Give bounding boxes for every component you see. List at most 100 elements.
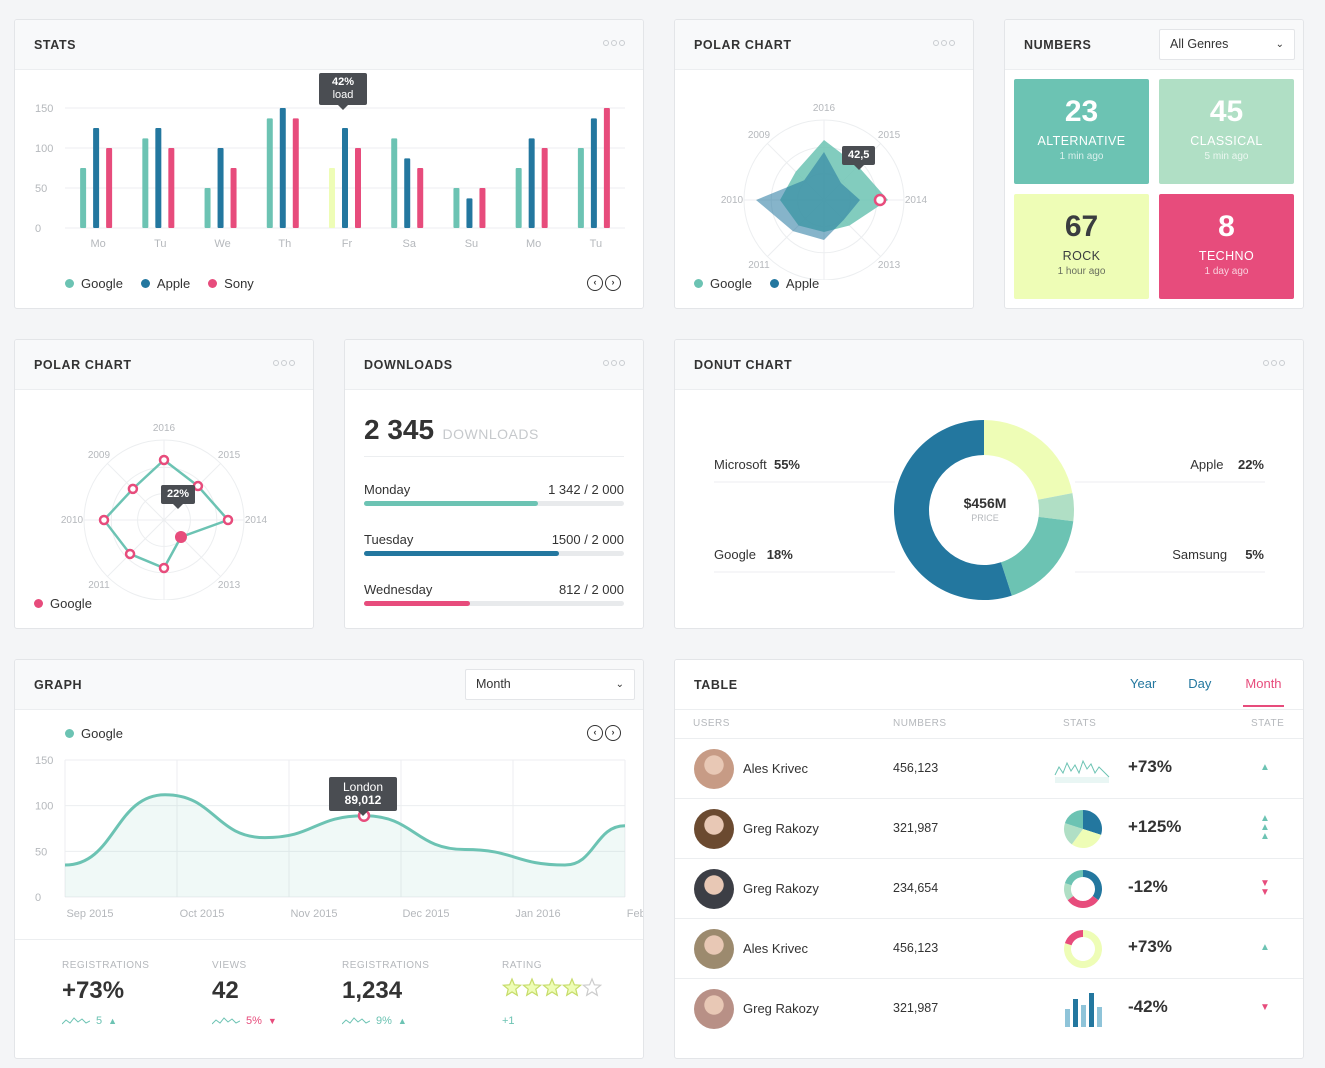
downloads-unit: DOWNLOADS [442, 426, 539, 442]
mini-bar [1097, 1007, 1102, 1027]
y-tick-label: 100 [35, 143, 53, 155]
downloads-total-row: 2 345 DOWNLOADS [364, 414, 624, 457]
graph-nav: ‹ › [587, 725, 621, 741]
radar-marker [873, 193, 887, 207]
y-tick-label: 0 [35, 892, 41, 904]
donut-chart [714, 420, 1265, 600]
next-icon[interactable]: › [605, 275, 621, 291]
user-number: 234,654 [893, 881, 939, 895]
donut-header: DONUT CHART [675, 340, 1303, 390]
stats-tooltip-label: load [332, 89, 354, 101]
user-percent: +73% [1128, 937, 1172, 956]
x-tick-label: Mo [526, 238, 541, 250]
sparkline-icon [62, 1017, 90, 1025]
user-name: Ales Krivec [743, 941, 809, 956]
radar-axis-label: 2014 [905, 195, 928, 206]
legend-google[interactable]: Google [65, 726, 123, 741]
more-icon[interactable] [603, 360, 625, 366]
more-icon[interactable] [1263, 360, 1285, 366]
radar-axis-label: 2013 [218, 580, 241, 591]
more-icon[interactable] [603, 40, 625, 46]
downloads-title: DOWNLOADS [364, 358, 453, 372]
donut-center: $456M PRICE [935, 495, 1035, 523]
user-number: 321,987 [893, 821, 939, 835]
mini-bar [1073, 999, 1078, 1027]
bar-apple [155, 128, 162, 228]
avatar [694, 869, 734, 909]
bar-sony [168, 148, 175, 228]
tile-alternative[interactable]: 23 ALTERNATIVE 1 min ago [1014, 79, 1149, 184]
bar-sony [355, 148, 361, 228]
rating-stars[interactable] [501, 977, 606, 1005]
graph-tooltip-city: London [342, 780, 384, 794]
tab-month[interactable]: Month [1243, 676, 1284, 707]
polar-tooltip: 42,5 [842, 146, 876, 170]
table-row[interactable]: Greg Rakozy 321,987 +125% ▲ ▲ ▲ [675, 798, 1303, 858]
donut-slice-google [1000, 516, 1074, 596]
bar-google [453, 188, 460, 228]
legend-sony[interactable]: Sony [208, 276, 254, 291]
download-row-wednesday: Wednesday 812 / 2 000 [364, 582, 624, 606]
user-number: 456,123 [893, 761, 939, 775]
legend-google[interactable]: Google [694, 276, 752, 291]
donut-slice-samsung [1038, 493, 1074, 522]
mini-bar [1065, 1009, 1070, 1027]
radar-point [158, 454, 170, 466]
legend-google[interactable]: Google [65, 276, 123, 291]
bar-google [266, 118, 273, 228]
avatar [694, 749, 734, 789]
donut-slice-microsoft [894, 420, 1012, 600]
user-number: 321,987 [893, 1001, 939, 1015]
bar-apple [342, 128, 348, 228]
x-tick-label: Tu [154, 238, 166, 250]
polar-title: POLAR CHART [694, 38, 792, 52]
table-row[interactable]: Greg Rakozy 321,987 -42% ▼ [675, 978, 1303, 1038]
radar-axis-label: 2015 [878, 130, 901, 141]
numbers-header: NUMBERS All Genres ⌄ [1005, 20, 1303, 70]
graph-tooltip: London 89,012 [329, 777, 397, 816]
legend-apple[interactable]: Apple [140, 276, 190, 291]
tab-day[interactable]: Day [1188, 676, 1212, 691]
mini-chart-donut1 [1053, 869, 1113, 914]
chevron-down-icon: ⌄ [615, 679, 624, 690]
bar-google [577, 148, 584, 228]
user-percent: -12% [1128, 877, 1168, 896]
radar-point [158, 562, 170, 574]
col-stats: STATS [1063, 718, 1097, 729]
bar-sony [230, 168, 237, 228]
x-tick-label: Oct 2015 [180, 908, 225, 920]
period-select[interactable]: Month ⌄ [465, 669, 635, 700]
tile-classical[interactable]: 45 CLASSICAL 5 min ago [1159, 79, 1294, 184]
tile-techno[interactable]: 8 TECHNO 1 day ago [1159, 194, 1294, 299]
prev-icon[interactable]: ‹ [587, 275, 603, 291]
y-tick-label: 50 [35, 846, 47, 858]
state-indicator: ▲ [1260, 762, 1270, 773]
genre-select[interactable]: All Genres ⌄ [1159, 29, 1295, 60]
star-icon [561, 977, 583, 997]
tab-year[interactable]: Year [1130, 676, 1157, 691]
table-row[interactable]: Ales Krivec 456,123 +73% ▲ [675, 918, 1303, 978]
table-row[interactable]: Greg Rakozy 234,654 -12% ▼ ▼ [675, 858, 1303, 918]
stats-nav: ‹ › [587, 275, 621, 291]
prev-icon[interactable]: ‹ [587, 725, 603, 741]
radar-axis-label: 2016 [813, 103, 836, 114]
legend-apple[interactable]: Apple [769, 276, 819, 291]
polar-header: POLAR CHART [675, 20, 973, 70]
col-state: STATE [1251, 718, 1285, 729]
x-tick-label: Sa [402, 238, 416, 250]
table-row[interactable]: Ales Krivec 456,123 +73% ▲ [675, 738, 1303, 798]
donut-slice-apple [984, 420, 1073, 500]
radar-axis-label: 2014 [245, 515, 268, 526]
stat-registrations-2: REGISTRATIONS 1,234 9% ▲ [342, 960, 430, 1027]
more-icon[interactable] [933, 40, 955, 46]
col-numbers: NUMBERS [893, 718, 947, 729]
tile-rock[interactable]: 67 ROCK 1 hour ago [1014, 194, 1149, 299]
radar-point [222, 514, 234, 526]
downloads-card: DOWNLOADS 2 345 DOWNLOADS Monday 1 342 / … [344, 339, 644, 629]
y-tick-label: 150 [35, 103, 53, 115]
line-area [65, 794, 625, 897]
more-icon[interactable] [273, 360, 295, 366]
legend-google[interactable]: Google [34, 596, 92, 611]
next-icon[interactable]: › [605, 725, 621, 741]
user-percent: -42% [1128, 997, 1168, 1016]
